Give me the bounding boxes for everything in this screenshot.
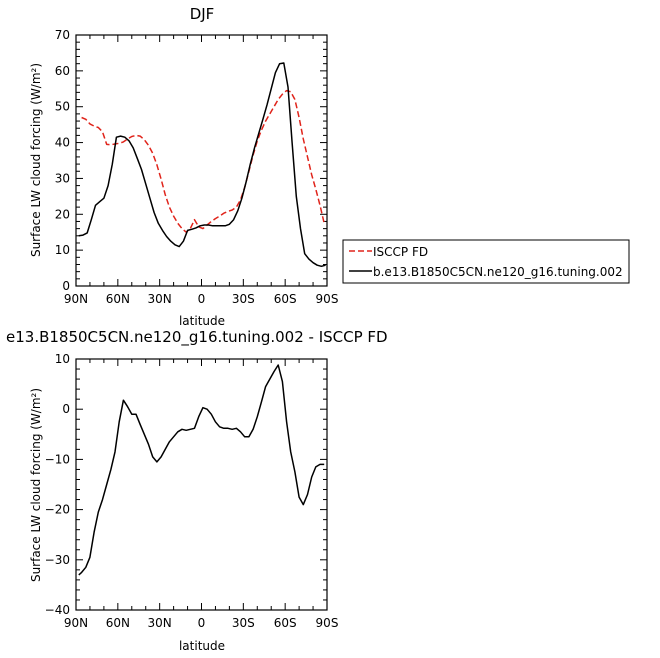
top-plot-frame [75,34,328,287]
top-chart-title: DJF [190,5,215,23]
x-tick-label: 30S [232,292,255,306]
legend: ISCCP FD b.e13.B1850C5CN.ne120_g16.tunin… [342,239,630,284]
y-tick-label: 70 [55,28,70,42]
top-panel: DJF Surface LW cloud forcing (W/m²) lati… [29,5,338,328]
y-tick-label: 40 [55,136,70,150]
series-line-0-1 [78,62,326,268]
x-tick-label: 30N [148,616,172,630]
legend-label-isccp: ISCCP FD [373,245,428,259]
x-tick-label: 0 [198,292,206,306]
series-line-0-0 [81,89,325,233]
x-tick-label: 90S [316,616,339,630]
y-tick-label: 10 [55,352,70,366]
y-tick-label: −40 [45,603,70,617]
x-tick-label: 90N [64,616,88,630]
x-tick-label: 90S [316,292,339,306]
y-tick-label: 50 [55,100,70,114]
y-tick-label: 20 [55,207,70,221]
bottom-y-axis-label: Surface LW cloud forcing (W/m²) [29,388,43,582]
x-tick-label: 0 [198,616,206,630]
x-tick-label: 30S [232,616,255,630]
x-tick-label: 60S [274,616,297,630]
y-tick-label: 0 [62,402,70,416]
x-tick-label: 60N [106,616,130,630]
y-tick-label: −10 [45,452,70,466]
x-tick-label: 90N [64,292,88,306]
x-tick-label: 30N [148,292,172,306]
bottom-panel: e13.B1850C5CN.ne120_g16.tuning.002 - ISC… [6,328,388,653]
legend-box [342,239,630,284]
top-x-axis-label: latitude [179,314,225,328]
x-tick-label: 60S [274,292,297,306]
top-y-axis-label: Surface LW cloud forcing (W/m²) [29,63,43,257]
y-tick-label: 10 [55,243,70,257]
bottom-plot-frame [75,358,328,611]
y-tick-label: 30 [55,171,70,185]
y-tick-label: −20 [45,503,70,517]
y-tick-label: −30 [45,553,70,567]
y-tick-label: 0 [62,279,70,293]
y-tick-label: 60 [55,64,70,78]
bottom-x-axis-label: latitude [179,639,225,653]
legend-label-model: b.e13.B1850C5CN.ne120_g16.tuning.002 [373,265,623,279]
x-tick-label: 60N [106,292,130,306]
bottom-chart-title: e13.B1850C5CN.ne120_g16.tuning.002 - ISC… [6,328,388,347]
series-line-1-0 [78,364,325,576]
